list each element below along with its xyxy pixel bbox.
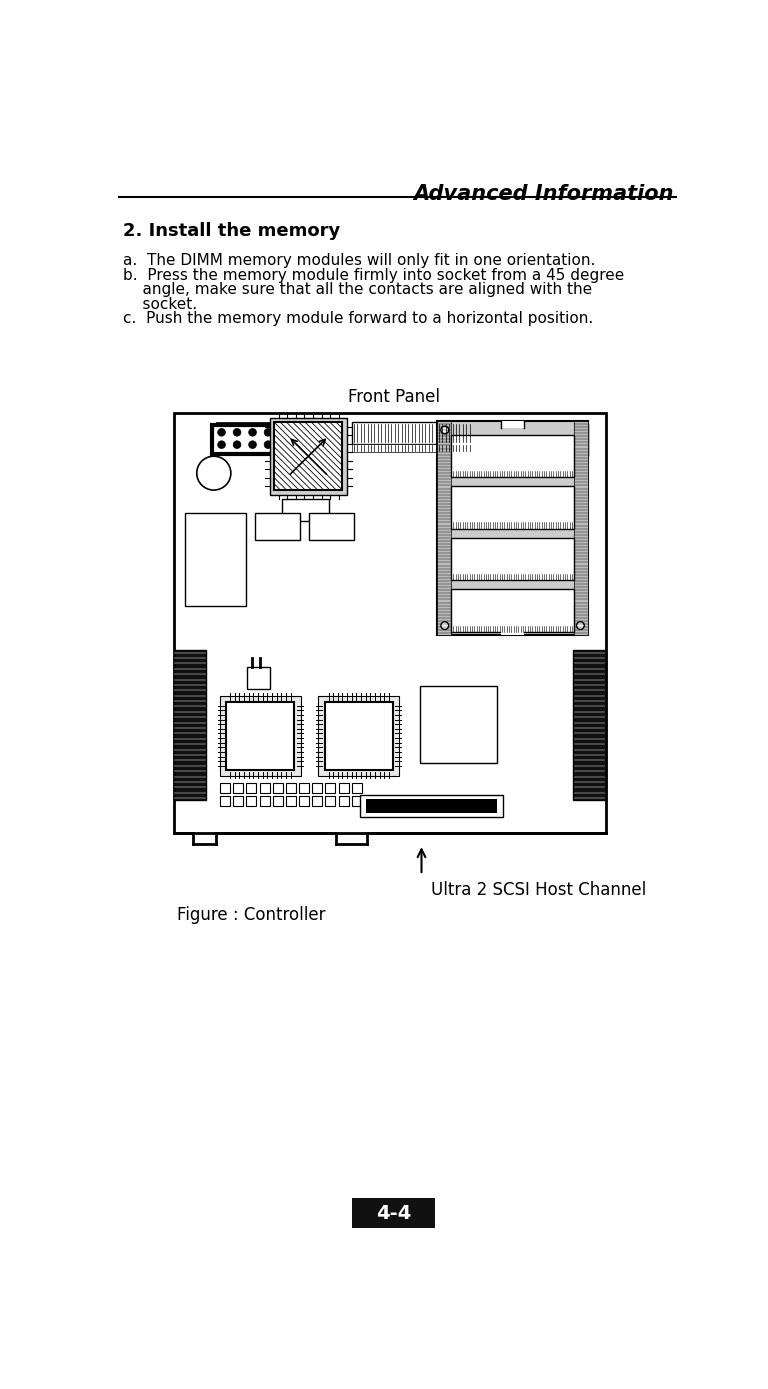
- Text: 2. Install the memory: 2. Install the memory: [123, 222, 340, 240]
- Bar: [174, 413, 606, 833]
- Circle shape: [554, 440, 561, 449]
- Circle shape: [541, 440, 548, 449]
- Circle shape: [568, 428, 575, 436]
- Bar: [574, 650, 606, 800]
- Bar: [273, 796, 283, 806]
- Bar: [513, 421, 583, 425]
- Bar: [274, 422, 343, 490]
- Bar: [366, 799, 497, 813]
- Text: Ultra 2 SCSI Host Channel: Ultra 2 SCSI Host Channel: [431, 881, 646, 899]
- Bar: [227, 701, 294, 770]
- Circle shape: [528, 440, 535, 449]
- Bar: [233, 782, 243, 793]
- Bar: [352, 796, 362, 806]
- Bar: [339, 782, 349, 793]
- Circle shape: [217, 440, 226, 449]
- Bar: [451, 435, 574, 476]
- Bar: [260, 796, 270, 806]
- Bar: [359, 795, 503, 817]
- Bar: [451, 538, 574, 581]
- Circle shape: [515, 440, 522, 449]
- Circle shape: [197, 456, 231, 490]
- Text: 4-4: 4-4: [376, 1204, 411, 1222]
- Text: a.  The DIMM memory modules will only fit in one orientation.: a. The DIMM memory modules will only fit…: [123, 253, 595, 268]
- Bar: [216, 421, 278, 425]
- Circle shape: [568, 440, 575, 449]
- Bar: [313, 782, 323, 793]
- Circle shape: [515, 428, 522, 436]
- Circle shape: [554, 428, 561, 436]
- Text: angle, make sure that all the contacts are aligned with the: angle, make sure that all the contacts a…: [123, 282, 592, 297]
- Circle shape: [264, 440, 272, 449]
- Bar: [326, 782, 336, 793]
- Circle shape: [577, 622, 584, 629]
- Bar: [286, 782, 296, 793]
- Circle shape: [233, 440, 241, 449]
- Bar: [212, 425, 282, 454]
- Bar: [313, 796, 323, 806]
- Circle shape: [528, 428, 535, 436]
- Circle shape: [441, 622, 449, 629]
- Text: Figure : Controller: Figure : Controller: [177, 906, 326, 924]
- Bar: [247, 667, 270, 689]
- Bar: [352, 422, 472, 444]
- Bar: [326, 796, 336, 806]
- Bar: [260, 782, 270, 793]
- Bar: [220, 696, 300, 775]
- Bar: [310, 513, 354, 540]
- Bar: [299, 782, 310, 793]
- Bar: [437, 421, 451, 635]
- Text: Front Panel: Front Panel: [348, 388, 439, 406]
- Bar: [282, 499, 329, 521]
- Bar: [319, 696, 399, 775]
- Bar: [174, 650, 206, 800]
- Bar: [437, 421, 588, 635]
- Bar: [451, 486, 574, 529]
- Text: c.  Push the memory module forward to a horizontal position.: c. Push the memory module forward to a h…: [123, 311, 594, 326]
- Bar: [220, 782, 230, 793]
- Bar: [325, 701, 392, 770]
- Bar: [270, 418, 347, 494]
- Bar: [247, 796, 257, 806]
- Bar: [255, 513, 300, 540]
- Circle shape: [541, 428, 548, 436]
- Text: Advanced Information: Advanced Information: [413, 183, 674, 204]
- Circle shape: [217, 428, 226, 436]
- Circle shape: [441, 426, 449, 433]
- Bar: [247, 782, 257, 793]
- Bar: [509, 425, 587, 454]
- Bar: [420, 686, 498, 764]
- Bar: [233, 796, 243, 806]
- Bar: [299, 796, 310, 806]
- Bar: [501, 628, 525, 635]
- Circle shape: [249, 428, 257, 436]
- Circle shape: [264, 428, 272, 436]
- Bar: [273, 782, 283, 793]
- Bar: [185, 513, 246, 606]
- Bar: [451, 589, 574, 632]
- Bar: [352, 444, 472, 451]
- Bar: [501, 421, 525, 428]
- Bar: [339, 796, 349, 806]
- Bar: [220, 796, 230, 806]
- Bar: [352, 1199, 435, 1228]
- Circle shape: [249, 440, 257, 449]
- Text: socket.: socket.: [123, 297, 197, 311]
- Bar: [352, 782, 362, 793]
- Bar: [286, 796, 296, 806]
- Text: b.  Press the memory module firmly into socket from a 45 degree: b. Press the memory module firmly into s…: [123, 268, 624, 282]
- Circle shape: [233, 428, 241, 436]
- Bar: [574, 421, 588, 635]
